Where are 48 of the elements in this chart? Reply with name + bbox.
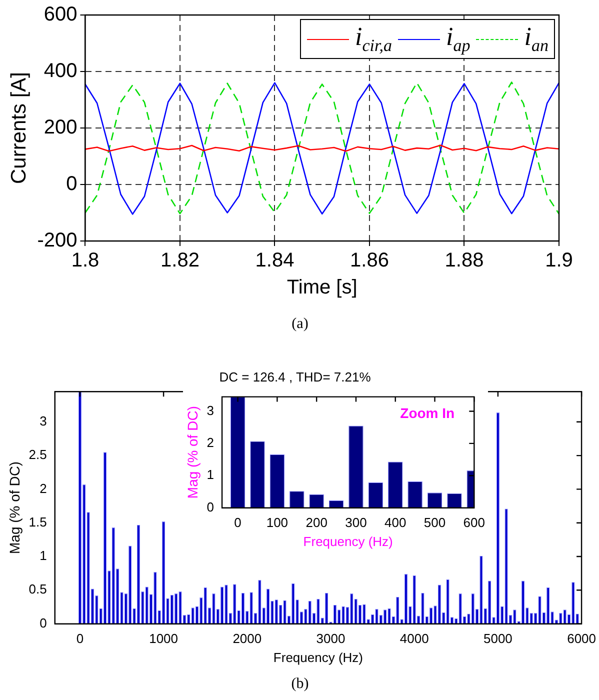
y-tick-label: 0 (206, 499, 214, 514)
y-tick-label: 400 (44, 60, 78, 82)
x-tick-label: 1.86 (350, 250, 389, 272)
y-tick-label: 1.5 (28, 514, 47, 530)
x-tick-label: 300 (345, 515, 367, 530)
chart-title: DC = 126.4 , THD= 7.21% (219, 369, 372, 384)
x-tick-label: 1.82 (160, 250, 200, 272)
x-tick-label: 3000 (316, 631, 346, 646)
x-tick-label: 1.9 (545, 250, 573, 272)
legend-label: i$_{ap}$ (446, 22, 470, 56)
y-tick-label: 2 (40, 480, 47, 496)
x-tick-label: 500 (424, 515, 446, 530)
x-tick-label: 1000 (149, 631, 178, 646)
x-tick-label: 6000 (567, 631, 596, 646)
text: (a) (290, 316, 310, 333)
x-tick-label: 5000 (483, 631, 512, 646)
y-axis-title: Mag (% of DC) (6, 461, 22, 554)
y-axis-title: Currents [A] (7, 72, 30, 184)
x-tick-label: 1.84 (255, 250, 294, 272)
text: (b) (290, 676, 310, 693)
x-tick-label: 1.88 (444, 250, 484, 272)
x-axis-title: Frequency (Hz) (303, 534, 393, 549)
y-tick-label: 0 (66, 173, 78, 196)
y-tick-label: 2.5 (28, 447, 47, 462)
x-tick-label: 2000 (232, 631, 262, 646)
x-tick-label: 4000 (400, 631, 429, 646)
y-tick-label: 0 (40, 615, 47, 630)
x-tick-label: 400 (384, 515, 406, 530)
y-tick-label: 200 (44, 116, 78, 139)
y-axis-title: Mag (% of DC) (184, 406, 200, 499)
legend-label: i$_{an}$ (524, 22, 548, 56)
x-axis-title: Time [s] (286, 276, 358, 299)
x-tick-label: 100 (266, 515, 288, 530)
y-tick-label: 3 (206, 402, 214, 418)
x-tick-label: 0 (234, 515, 242, 530)
x-tick-label: 600 (463, 515, 486, 530)
y-tick-label: 0.5 (28, 582, 47, 597)
x-tick-label: 200 (306, 515, 328, 530)
y-tick-label: 3 (40, 413, 47, 428)
y-tick-label: 1 (206, 467, 214, 482)
y-tick-label: 600 (44, 4, 78, 26)
annotation: Zoom In (400, 404, 455, 421)
y-tick-label: -200 (37, 230, 78, 252)
y-tick-label: 1 (40, 548, 47, 564)
x-tick-label: 1.8 (71, 250, 100, 272)
x-axis-title: Frequency (Hz) (273, 650, 363, 665)
legend-label: i$_{cir,a}$ (355, 22, 392, 56)
y-tick-label: 2 (206, 435, 214, 450)
